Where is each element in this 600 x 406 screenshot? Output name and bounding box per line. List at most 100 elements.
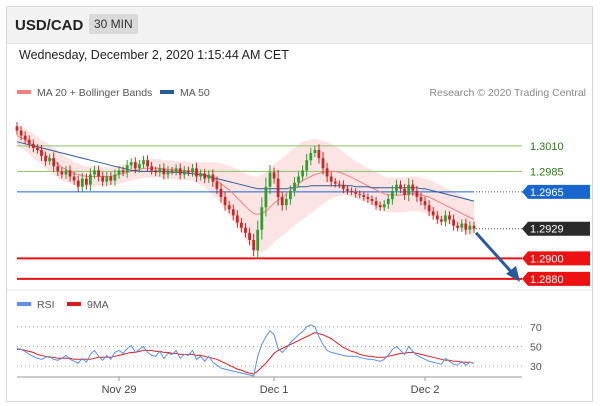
candle-body bbox=[370, 199, 374, 201]
candle-body bbox=[248, 232, 251, 240]
candle-body bbox=[129, 162, 133, 166]
bollinger-band bbox=[17, 125, 474, 253]
candle-body bbox=[333, 181, 337, 184]
candle-body bbox=[415, 190, 419, 197]
candle-body bbox=[64, 170, 68, 175]
candle-body bbox=[109, 176, 113, 181]
chart-widget: USD/CAD 30 MIN Wednesday, December 2, 20… bbox=[6, 6, 593, 402]
candle-body bbox=[40, 149, 43, 156]
candle-body bbox=[199, 173, 202, 177]
candles bbox=[15, 122, 476, 260]
candle-body bbox=[125, 165, 129, 173]
candle-body bbox=[227, 205, 231, 210]
candle-body bbox=[301, 170, 304, 177]
rsi-tick-label-50: 50 bbox=[530, 342, 542, 354]
candle-body bbox=[456, 225, 460, 228]
candle-body bbox=[284, 199, 288, 206]
chart-header: USD/CAD 30 MIN bbox=[7, 7, 592, 44]
ma50-legend-swatch bbox=[160, 90, 174, 94]
candle-body bbox=[207, 174, 211, 179]
candle-body bbox=[244, 227, 247, 233]
candle-body bbox=[346, 188, 349, 191]
candle-body bbox=[435, 215, 439, 220]
rsi-legend-label: RSI bbox=[37, 299, 55, 311]
candle-body bbox=[56, 166, 60, 172]
candle-body bbox=[444, 215, 447, 222]
candle-body bbox=[276, 178, 280, 197]
rsi-tick-label-70: 70 bbox=[530, 322, 542, 334]
rsi-line bbox=[16, 324, 475, 377]
candle-body bbox=[289, 190, 292, 200]
level-label-1.3010: 1.3010 bbox=[530, 141, 564, 153]
candle-body bbox=[366, 197, 370, 199]
candle-body bbox=[391, 190, 394, 200]
candle-body bbox=[472, 225, 476, 229]
level-labels: 1.3010 1.2985 1.2965 1.2929 1.2900 1.2880 bbox=[522, 141, 590, 286]
candle-body bbox=[313, 149, 317, 153]
candle-body bbox=[203, 173, 207, 179]
candle-body bbox=[378, 205, 382, 208]
candle-body bbox=[317, 149, 321, 159]
ma20-legend-label: MA 20 + Bollinger Bands bbox=[37, 87, 152, 99]
candle-body bbox=[395, 184, 398, 191]
level-tag-1.2929 bbox=[522, 221, 590, 236]
rsi-panel: 70 50 30 bbox=[16, 322, 542, 377]
candle-body bbox=[309, 153, 313, 161]
candle-body bbox=[133, 162, 137, 169]
timeframe-badge[interactable]: 30 MIN bbox=[89, 14, 138, 34]
candle-body bbox=[174, 168, 178, 172]
level-tag-1.2900 bbox=[522, 251, 590, 266]
candle-body bbox=[68, 170, 72, 177]
level-label-1.2985: 1.2985 bbox=[530, 166, 564, 178]
candle-body bbox=[44, 156, 47, 162]
rsi-9ma-line bbox=[17, 332, 475, 375]
candle-body bbox=[166, 170, 170, 175]
candle-body bbox=[382, 204, 386, 208]
candle-body bbox=[80, 178, 84, 187]
candle-body bbox=[76, 180, 80, 187]
candle-body bbox=[31, 143, 35, 148]
credit-label: Research © 2020 Trading Central bbox=[429, 87, 586, 99]
candle-body bbox=[187, 170, 190, 173]
candle-body bbox=[170, 170, 174, 172]
x-axis: Nov 29 Dec 1 Dec 2 bbox=[17, 376, 522, 396]
candle-body bbox=[297, 176, 300, 183]
candle-body bbox=[329, 176, 333, 182]
candle-body bbox=[268, 172, 272, 187]
candle-body bbox=[162, 168, 166, 175]
candle-body bbox=[358, 193, 362, 195]
candle-body bbox=[146, 160, 149, 167]
candle-body bbox=[97, 170, 100, 177]
candle-body bbox=[337, 183, 341, 185]
chart-datetime: Wednesday, December 2, 2020 1:15:44 AM C… bbox=[19, 48, 289, 62]
level-tag-1.2965 bbox=[522, 184, 590, 199]
candle-body bbox=[252, 240, 256, 251]
x-tick-label: Dec 2 bbox=[411, 384, 440, 396]
candle-body bbox=[264, 186, 268, 208]
rsi-tick-label-30: 30 bbox=[530, 361, 542, 373]
candle-body bbox=[101, 176, 105, 182]
candle-body bbox=[362, 195, 366, 197]
level-label-1.2965: 1.2965 bbox=[530, 187, 564, 199]
candle-body bbox=[150, 166, 154, 171]
candle-body bbox=[215, 181, 219, 189]
candle-body bbox=[464, 223, 468, 230]
candle-body bbox=[89, 174, 92, 185]
candle-body bbox=[419, 197, 423, 202]
candle-body bbox=[399, 184, 402, 189]
x-tick-label: Dec 1 bbox=[260, 384, 289, 396]
rsi-legend-swatch bbox=[17, 302, 31, 306]
candle-body bbox=[182, 170, 186, 175]
level-label-1.2929: 1.2929 bbox=[530, 224, 564, 236]
bollinger-band-area bbox=[17, 125, 474, 253]
candle-body bbox=[121, 170, 125, 173]
candle-body bbox=[293, 182, 296, 191]
candle-body bbox=[374, 201, 378, 206]
candle-body bbox=[60, 171, 64, 175]
candle-body bbox=[427, 205, 431, 212]
candle-body bbox=[321, 158, 325, 169]
candle-body bbox=[191, 168, 194, 173]
candle-body bbox=[342, 184, 345, 189]
candle-body bbox=[235, 215, 239, 223]
candle-body bbox=[460, 223, 464, 228]
